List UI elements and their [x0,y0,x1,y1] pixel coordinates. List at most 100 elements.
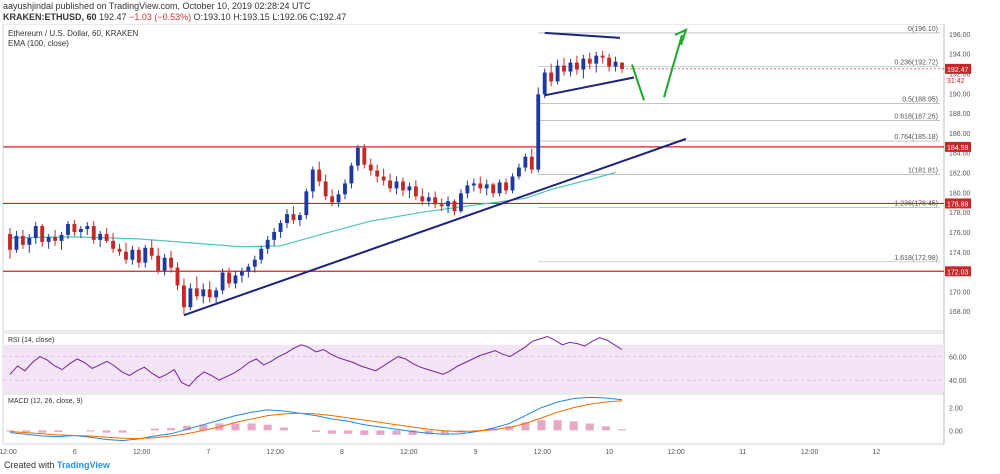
candle-body [562,65,566,72]
candle-body [549,72,554,82]
footer: Created with TradingView [4,460,110,470]
time-tick-label: 12 [873,449,881,456]
macd-tick-label: 0.00 [949,428,963,435]
candle-body [46,236,51,242]
candle-body [497,182,502,194]
candle-body [459,193,463,212]
high-label: H:193.15 [233,12,270,22]
candle-body [426,197,431,202]
symbol-ohlc-line: KRAKEN:ETHUSD, 60 192.47 −1.03 (−0.53%) … [3,12,346,22]
time-tick-label: 12:00 [133,449,151,456]
candle-body [98,233,103,240]
candle-body [40,226,45,242]
candle-body [355,147,360,166]
candle-body [239,271,244,276]
fib-level-label: 0.5(188.95) [902,97,938,104]
candle-body [207,289,212,298]
publisher-line: aayushjindal published on TradingView.co… [3,1,311,11]
candle-body [510,176,515,191]
chart-header: aayushjindal published on TradingView.co… [0,0,1000,24]
candle-body [613,61,618,67]
candle-body [104,233,109,241]
open-label: O:193.10 [193,12,231,22]
candle-body [484,184,489,189]
time-tick-label: 10 [605,449,613,456]
candle-body [349,165,354,184]
fib-level-label: 1.236(178.45) [894,201,938,208]
price-tick-label: 188.00 [949,111,971,118]
price-tick-label: 186.00 [949,131,971,138]
ema-100-line [9,171,616,248]
main-pane: 168.00170.00172.00174.00176.00178.00180.… [2,24,971,445]
candle-body [8,233,12,250]
candle-body [27,237,32,245]
candle-body [220,272,225,291]
candle-body [72,224,77,232]
candle-body [413,186,418,197]
macd-line [9,396,623,442]
candle-body [523,156,528,168]
candle-body [600,55,605,58]
candle-body [555,65,560,82]
macd-signal-line [9,400,623,440]
candle-body [14,235,19,250]
fib-level-label: 1(181.81) [908,167,938,174]
candle-body [317,169,322,182]
rsi-legend: RSI (14, close) [8,337,54,344]
macd-legend: MACD (12, 26, close, 9) [8,398,83,405]
last-price-label: 192.47 [99,12,127,22]
close-label: C:192.47 [309,12,347,22]
price-tick-label: 196.00 [949,32,971,39]
price-tick-label: 190.00 [949,91,971,98]
fib-level-label: 0.764(185.18) [894,134,938,141]
candle-body [124,251,128,260]
time-tick-label: 12:00 [667,449,685,456]
candle-body [136,249,141,263]
candle-body [388,180,393,189]
rsi-band [3,344,944,392]
last-price-tag [945,63,971,74]
price-tick-label: 182.00 [949,171,971,178]
candle-body [175,267,180,286]
time-tick-label: 12:00 [400,449,418,456]
rsi-tick-label: 40.00 [949,378,967,385]
level-price-label: 184.59 [947,145,969,152]
candle-body [330,196,335,203]
triangle-upper-line [544,31,621,39]
bar-countdown: 31:42 [947,78,965,85]
candle-body [529,156,534,170]
time-tick-label: 12:00 [801,449,819,456]
candle-body [130,249,135,260]
candle-body [272,231,277,240]
candle-body [259,248,264,260]
candle-body [53,236,58,241]
candle-body [310,169,315,192]
symbol-label: KRAKEN:ETHUSD, 60 [3,12,97,22]
candle-body [278,223,283,232]
time-tick-label: 12:00 [534,449,552,456]
candle-body [20,235,25,245]
fib-level-label: 0.618(187.26) [894,113,938,120]
candle-body [536,94,541,170]
rsi-line [9,335,623,387]
candle-body [407,186,412,191]
rsi-pane: 40.00 60.00 RSI (14, close) [3,335,967,392]
candle-body [285,214,289,224]
candle-body [85,226,90,229]
price-tick-label: 176.00 [949,230,971,237]
arrow-head [674,28,688,46]
time-tick-label: 6 [73,449,77,456]
candle-body [265,239,270,249]
fib-level-label: 0(196.10) [908,26,938,33]
candle-body [574,62,579,70]
tradingview-logo[interactable]: TradingView [57,460,110,470]
chart-title: Ethereum / U.S. Dollar, 60, KRAKEN [8,29,138,38]
candle-body [111,240,116,249]
price-chart[interactable]: 168.00170.00172.00174.00176.00178.00180.… [0,24,1000,458]
candle-body [162,257,167,271]
candle-body [201,289,206,297]
candle-body [156,255,161,271]
macd-pane: 0.00 2.00 MACD (12, 26, close, 9) [5,396,963,442]
time-axis: 12:00 6 12:00 7 12:00 8 12:00 9 12:00 10 12:00 11 12… [0,449,880,456]
macd-tick-label: 2.00 [949,406,963,413]
